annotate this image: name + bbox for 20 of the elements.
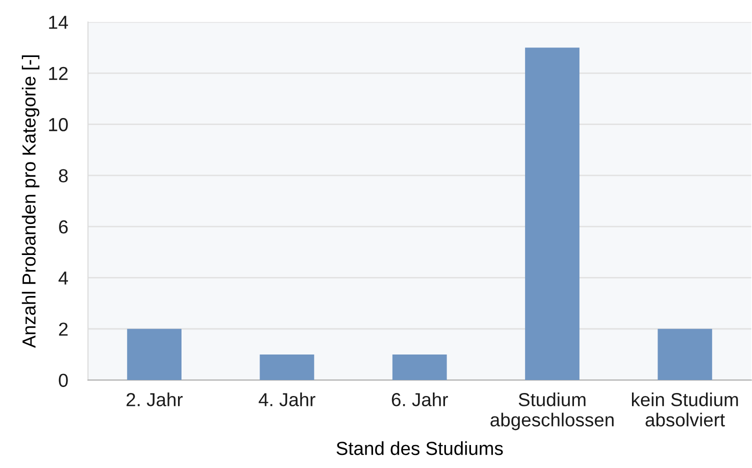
y-tick-label: 2 [59,322,68,336]
x-tick-label: kein Studium absolviert [632,392,738,426]
bar [525,48,580,380]
y-tick-label: 14 [49,16,68,29]
bar [127,328,182,380]
x-tick-label: 4. Jahr [258,392,316,406]
x-tick-label: 2. Jahr [126,392,183,406]
y-tick-label: 8 [58,169,68,182]
y-tick-label: 10 [49,118,68,132]
y-tick-label: 6 [59,220,68,234]
bar [392,354,447,380]
x-axis-title: Stand des Studiums [336,441,503,456]
bar [658,328,712,380]
bar [260,354,314,380]
x-tick-label: 6. Jahr [392,392,448,406]
y-tick-label: 0 [58,374,68,387]
x-tick-label: Studium abgeschlossen [490,392,614,430]
y-tick-label: 4 [58,272,68,285]
y-axis-title: Anzahl Probanden pro Kategorie [-] [22,55,40,348]
y-tick-label: 12 [49,66,68,80]
